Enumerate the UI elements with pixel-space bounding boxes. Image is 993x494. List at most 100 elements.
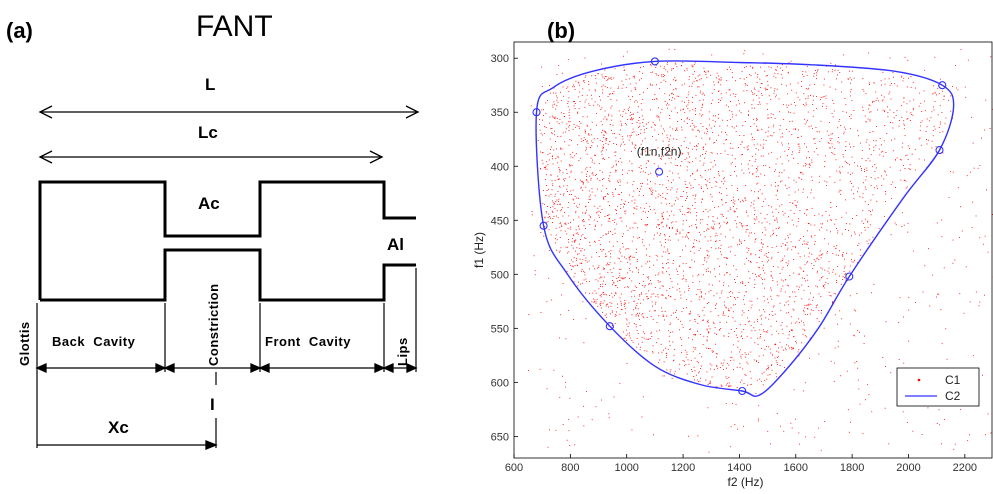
c1-point bbox=[689, 320, 691, 322]
c1-point bbox=[948, 197, 950, 198]
c1-point bbox=[839, 189, 841, 191]
c1-point bbox=[865, 188, 867, 190]
c1-point bbox=[801, 178, 803, 180]
c1-point bbox=[720, 233, 722, 235]
c1-point bbox=[558, 65, 560, 66]
c1-point bbox=[818, 353, 820, 355]
c1-point bbox=[785, 349, 787, 351]
c1-point bbox=[693, 242, 695, 244]
c1-point bbox=[705, 151, 707, 153]
c1-point bbox=[810, 235, 812, 237]
c1-point bbox=[787, 235, 789, 237]
c1-point bbox=[636, 330, 638, 331]
c1-point bbox=[568, 130, 570, 131]
c1-point bbox=[736, 387, 738, 388]
c1-point bbox=[763, 295, 765, 297]
c1-point bbox=[689, 313, 691, 315]
c1-point bbox=[790, 329, 792, 331]
c1-point bbox=[588, 202, 589, 203]
c1-point bbox=[719, 329, 721, 331]
c1-point bbox=[666, 63, 668, 65]
c1-point bbox=[762, 146, 764, 148]
c1-point bbox=[619, 297, 621, 299]
c1-point bbox=[686, 307, 687, 309]
c1-point bbox=[862, 193, 864, 195]
c1-point bbox=[681, 126, 683, 128]
c1-point bbox=[635, 307, 637, 309]
c1-point bbox=[551, 180, 553, 182]
c1-point bbox=[642, 316, 644, 318]
c1-point bbox=[568, 430, 570, 432]
legend-c1-marker bbox=[917, 378, 921, 382]
c1-point bbox=[837, 254, 839, 256]
c1-point bbox=[640, 165, 642, 167]
c1-point bbox=[873, 283, 875, 285]
c1-point bbox=[763, 139, 765, 141]
c1-point bbox=[779, 365, 781, 366]
c1-point bbox=[622, 138, 624, 140]
c1-point bbox=[776, 284, 778, 286]
c1-point bbox=[603, 291, 604, 293]
c1-point bbox=[786, 107, 788, 108]
c1-point bbox=[750, 337, 752, 339]
c1-point bbox=[635, 144, 637, 146]
c1-point bbox=[904, 179, 906, 181]
c1-point bbox=[652, 136, 653, 137]
c1-point bbox=[781, 180, 783, 182]
c1-point bbox=[621, 123, 622, 125]
c1-point bbox=[770, 134, 772, 136]
c1-point bbox=[663, 246, 665, 248]
c1-point bbox=[715, 240, 717, 242]
c1-point bbox=[779, 125, 781, 127]
c1-point bbox=[803, 76, 805, 77]
c1-point bbox=[767, 430, 769, 432]
c1-point bbox=[755, 153, 757, 155]
c1-point bbox=[556, 156, 558, 158]
c1-point bbox=[941, 443, 942, 445]
c1-point bbox=[629, 136, 631, 138]
c1-point bbox=[907, 145, 909, 147]
c1-point bbox=[773, 75, 775, 77]
c1-point bbox=[694, 77, 696, 79]
c1-point bbox=[945, 328, 947, 330]
c1-point bbox=[560, 112, 562, 114]
c1-point bbox=[709, 363, 711, 365]
c1-point bbox=[853, 334, 855, 336]
c1-point bbox=[744, 285, 746, 286]
c1-point bbox=[584, 106, 586, 108]
c1-point bbox=[680, 338, 682, 340]
c1-point bbox=[781, 268, 783, 270]
c1-point bbox=[610, 99, 612, 100]
c1-point bbox=[607, 193, 609, 194]
c1-point bbox=[768, 259, 770, 261]
c1-point bbox=[842, 54, 844, 56]
c1-point bbox=[829, 86, 831, 88]
c1-point bbox=[764, 278, 766, 280]
c1-point bbox=[568, 251, 570, 253]
c1-point bbox=[742, 199, 743, 201]
c1-point bbox=[791, 346, 792, 348]
c1-point bbox=[732, 311, 734, 313]
c1-point bbox=[666, 224, 668, 226]
c1-point bbox=[878, 148, 880, 150]
c1-point bbox=[689, 266, 690, 268]
c1-point bbox=[588, 134, 590, 136]
c1-point bbox=[639, 188, 641, 190]
c1-point bbox=[583, 80, 585, 81]
c1-point bbox=[950, 171, 951, 173]
c1-point bbox=[666, 315, 668, 317]
c1-point bbox=[697, 75, 699, 77]
c1-point bbox=[573, 199, 575, 201]
c1-point bbox=[696, 144, 697, 146]
c1-point bbox=[756, 82, 758, 83]
c1-point bbox=[729, 274, 731, 276]
c1-point bbox=[728, 292, 730, 293]
c2-marker bbox=[845, 272, 854, 281]
c1-point bbox=[632, 289, 634, 291]
c1-point bbox=[833, 110, 835, 112]
c1-point bbox=[550, 234, 552, 236]
c1-point bbox=[856, 361, 858, 362]
c1-point bbox=[681, 65, 682, 66]
c1-point bbox=[579, 262, 581, 264]
c1-point bbox=[829, 147, 831, 149]
